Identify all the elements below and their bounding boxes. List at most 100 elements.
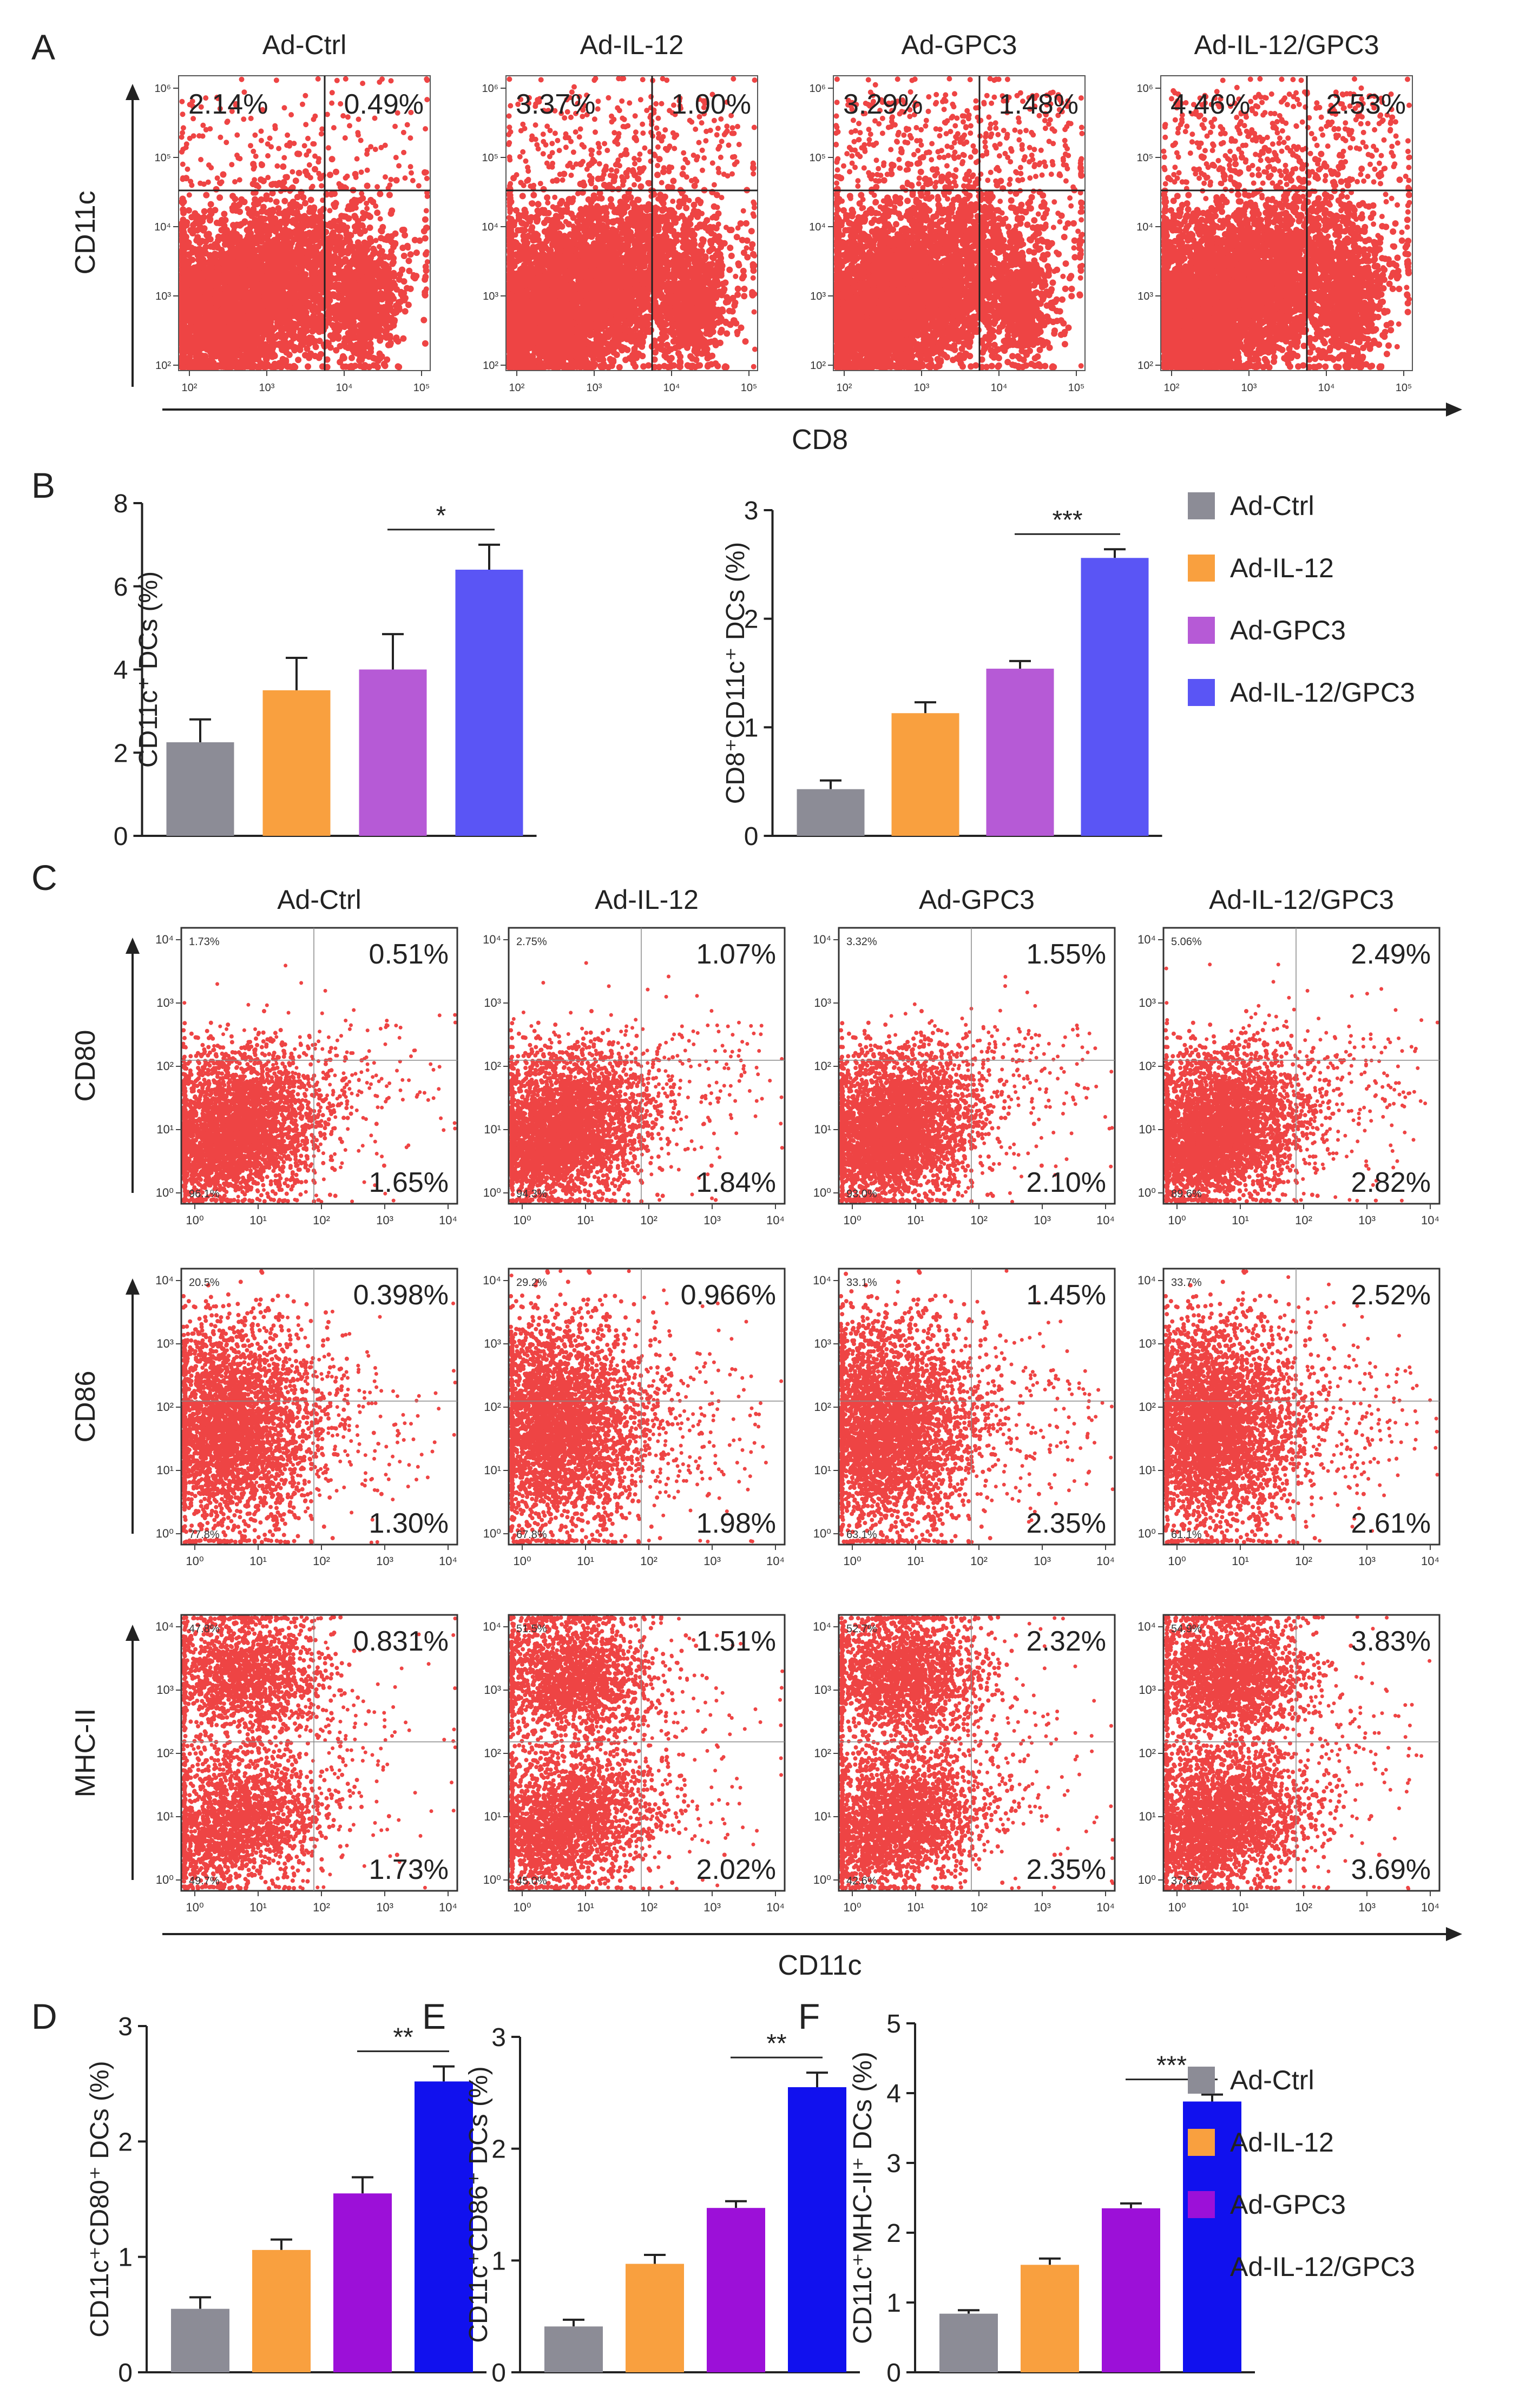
- y-tick-label: 10⁶: [810, 83, 826, 95]
- x-tick-label: 10¹: [1232, 1554, 1249, 1568]
- x-tick-label: 10⁴: [991, 382, 1008, 394]
- gate-percent-ur: 1.51%: [696, 1626, 776, 1657]
- y-axis-title: CD11c⁺CD86⁺ DCs (%): [464, 2066, 493, 2343]
- bar-ad-il-12: [891, 713, 959, 836]
- legend-swatch: [1188, 2129, 1215, 2156]
- x-tick-label: 10³: [1034, 1901, 1051, 1914]
- flow-plot: 10⁰ 10⁰ 10¹ 10¹ 10² 10² 10³ 10³ 10⁴ 10⁴ 33.7% 2.52%…: [1137, 1268, 1441, 1568]
- event-dots: [509, 1269, 610, 1545]
- bar-ad-il-12-gpc3: [1081, 558, 1149, 836]
- bar-ad-ctrl: [171, 2308, 229, 2372]
- event-dots: [652, 221, 749, 371]
- legend-swatch: [1188, 679, 1215, 706]
- event-dots: [1163, 1787, 1268, 1891]
- x-tick-label: 10¹: [249, 1554, 267, 1568]
- y-tick-label: 10⁴: [813, 1620, 831, 1633]
- gate-percent-ul: 2.75%: [516, 936, 547, 948]
- gate-percent-ul: 29.2%: [516, 1277, 547, 1289]
- y-tick-label: 4: [886, 2080, 901, 2108]
- y-tick-label: 1: [886, 2289, 901, 2318]
- x-tick-label: 10⁴: [336, 382, 353, 394]
- panel-label: E: [422, 1996, 446, 2036]
- arrow-head: [126, 84, 140, 100]
- x-tick-label: 10¹: [907, 1901, 924, 1914]
- x-tick-label: 10²: [313, 1213, 330, 1227]
- event-dots: [181, 1009, 386, 1204]
- event-dots: [844, 89, 1071, 186]
- event-dots: [179, 150, 430, 370]
- y-tick-label: 10¹: [156, 1463, 174, 1477]
- x-tick-label: 10⁰: [843, 1213, 861, 1227]
- x-tick-label: 10²: [1295, 1901, 1312, 1914]
- group-header: Ad-IL-12: [580, 30, 684, 60]
- gate-percent-lr: 2.35%: [1027, 1854, 1106, 1885]
- y-tick-label: 10²: [1139, 1059, 1156, 1073]
- event-dots: [839, 1269, 1041, 1545]
- legend-label: Ad-Ctrl: [1230, 2065, 1314, 2095]
- bar-chart-B1: 0 2 4 6 8 CD11c⁺ DCs (%) *: [114, 490, 537, 851]
- x-tick-label: 10²: [640, 1901, 657, 1914]
- x-tick-label: 10³: [1358, 1213, 1376, 1227]
- arrow-head: [1446, 1927, 1462, 1941]
- y-tick-label: 10³: [1139, 1683, 1156, 1697]
- y-tick-label: 3: [118, 2013, 133, 2041]
- x-tick-label: 10⁵: [1396, 382, 1412, 394]
- event-dots: [515, 91, 742, 186]
- y-tick-label: 10¹: [156, 1810, 174, 1823]
- legend-label: Ad-GPC3: [1230, 615, 1346, 645]
- gate-percent-ur: 2.52%: [1351, 1279, 1431, 1311]
- y-tick-label: 10⁵: [482, 152, 498, 164]
- gate-percent-ur: 1.00%: [672, 89, 751, 120]
- x-tick-label: 10²: [313, 1901, 330, 1914]
- y-tick-label: 10²: [1137, 360, 1153, 372]
- legend-label: Ad-IL-12/GPC3: [1230, 677, 1415, 708]
- gate-percent-ul: 2.14%: [188, 89, 268, 120]
- event-dots: [977, 212, 1072, 371]
- y-tick-label: 10⁴: [154, 221, 171, 233]
- gate-percent-ur: 1.48%: [999, 89, 1079, 120]
- y-tick-label: 10¹: [1139, 1463, 1156, 1477]
- y-tick-label: 10¹: [484, 1463, 501, 1477]
- gate-percent-ll: 89.6%: [1171, 1188, 1202, 1200]
- gate-percent-ul: 3.37%: [516, 89, 595, 120]
- panel-label: A: [31, 27, 55, 67]
- y-tick-label: 2: [886, 2219, 901, 2248]
- x-tick-label: 10⁰: [843, 1554, 861, 1568]
- x-tick-label: 10²: [970, 1554, 988, 1568]
- x-tick-label: 10⁴: [1096, 1554, 1115, 1568]
- gate-percent-lr: 1.84%: [696, 1167, 776, 1198]
- y-tick-label: 3: [491, 2023, 506, 2052]
- bar-ad-il-12-gpc3: [455, 570, 523, 836]
- flow-plot: 10² 10³ 10⁴ 10⁵ 10² 10³ 10⁴ 10⁵ 10⁶ 3.29% 1.48%: [809, 75, 1086, 394]
- x-tick-label: 10⁰: [513, 1554, 531, 1568]
- x-tick-label: 10²: [970, 1901, 988, 1914]
- gate-percent-ul: 51.5%: [516, 1623, 547, 1635]
- x-tick-label: 10¹: [577, 1901, 594, 1914]
- gate-percent-ur: 0.49%: [344, 89, 424, 120]
- gate-percent-ll: 77.8%: [189, 1529, 220, 1541]
- x-tick-label: 10³: [376, 1901, 393, 1914]
- gate-percent-ul: 47.8%: [189, 1623, 220, 1635]
- event-dots: [181, 1615, 371, 1805]
- gate-percent-ur: 2.49%: [1351, 939, 1431, 970]
- y-tick-label: 0: [114, 822, 128, 851]
- x-tick-label: 10⁰: [513, 1901, 531, 1914]
- x-tick-label: 10⁴: [1096, 1901, 1115, 1914]
- x-tick-label: 10²: [970, 1213, 988, 1227]
- gate-percent-lr: 1.30%: [369, 1508, 449, 1539]
- x-tick-label: 10⁰: [843, 1901, 861, 1914]
- gate-percent-ll: 94.3%: [516, 1188, 547, 1200]
- x-tick-label: 10⁴: [766, 1901, 785, 1914]
- y-tick-label: 10⁰: [1138, 1873, 1156, 1886]
- x-tick-label: 10¹: [577, 1213, 594, 1227]
- row-marker-label: CD86: [70, 1371, 101, 1443]
- x-tick-label: 10⁴: [766, 1213, 785, 1227]
- x-tick-label: 10²: [313, 1554, 330, 1568]
- x-tick-label: 10³: [376, 1213, 393, 1227]
- panel-label: D: [31, 1996, 57, 2036]
- gate-percent-lr: 2.35%: [1027, 1508, 1106, 1539]
- x-tick-label: 10⁴: [439, 1213, 457, 1227]
- event-dots: [839, 1271, 936, 1544]
- gate-percent-ll: 67.8%: [516, 1529, 547, 1541]
- x-tick-label: 10⁴: [1421, 1901, 1439, 1914]
